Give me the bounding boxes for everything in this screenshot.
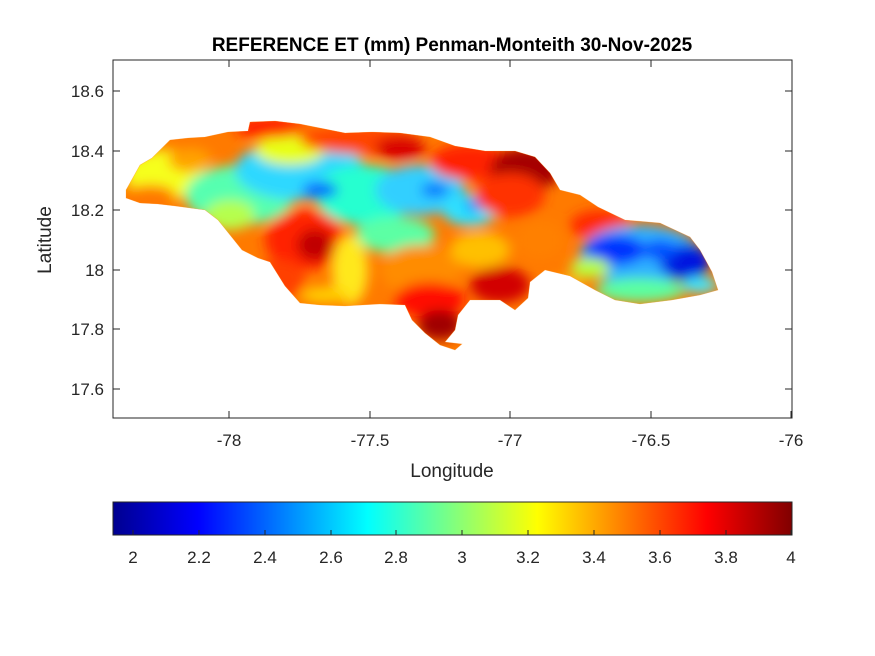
colorbar-tick-label: 3 (457, 548, 466, 567)
y-tick-label: 17.6 (71, 380, 104, 399)
x-axis-label: Longitude (410, 461, 493, 482)
et-field (126, 121, 718, 350)
colorbar-tick-label: 3.4 (582, 548, 606, 567)
y-tick-label: 17.8 (71, 320, 104, 339)
colorbar-tick-label: 3.6 (648, 548, 672, 567)
x-tick-label: -77.5 (351, 431, 390, 450)
colorbar-tick-label: 4 (786, 548, 795, 567)
y-tick-label: 18.6 (71, 82, 104, 101)
colorbar-tick-label: 2 (128, 548, 137, 567)
x-tick-label: -76 (779, 431, 804, 450)
colorbar-tick-label: 3.8 (714, 548, 738, 567)
y-tick-label: 18 (85, 261, 104, 280)
colorbar: 2 2.2 2.4 2.6 2.8 3 3.2 3.4 3.6 3.8 4 (112, 501, 796, 567)
colorbar-tick-label: 2.2 (187, 548, 211, 567)
colorbar-tick-label: 2.8 (384, 548, 408, 567)
x-tick-label: -76.5 (632, 431, 671, 450)
x-tick-label: -77 (498, 431, 523, 450)
y-tick-label: 18.2 (71, 201, 104, 220)
map-axes (112, 59, 793, 419)
y-tick-label: 18.4 (71, 142, 104, 161)
colorbar-gradient (112, 501, 793, 536)
x-tick-label: -78 (217, 431, 242, 450)
y-axis (113, 90, 792, 390)
x-axis (228, 60, 792, 418)
colorbar-tick-label: 2.4 (253, 548, 277, 567)
y-axis-label: Latitude (35, 206, 56, 274)
colorbar-tick-label: 3.2 (516, 548, 540, 567)
colorbar-tick-label: 2.6 (319, 548, 343, 567)
chart-title: REFERENCE ET (mm) Penman-Monteith 30-Nov… (212, 35, 693, 56)
